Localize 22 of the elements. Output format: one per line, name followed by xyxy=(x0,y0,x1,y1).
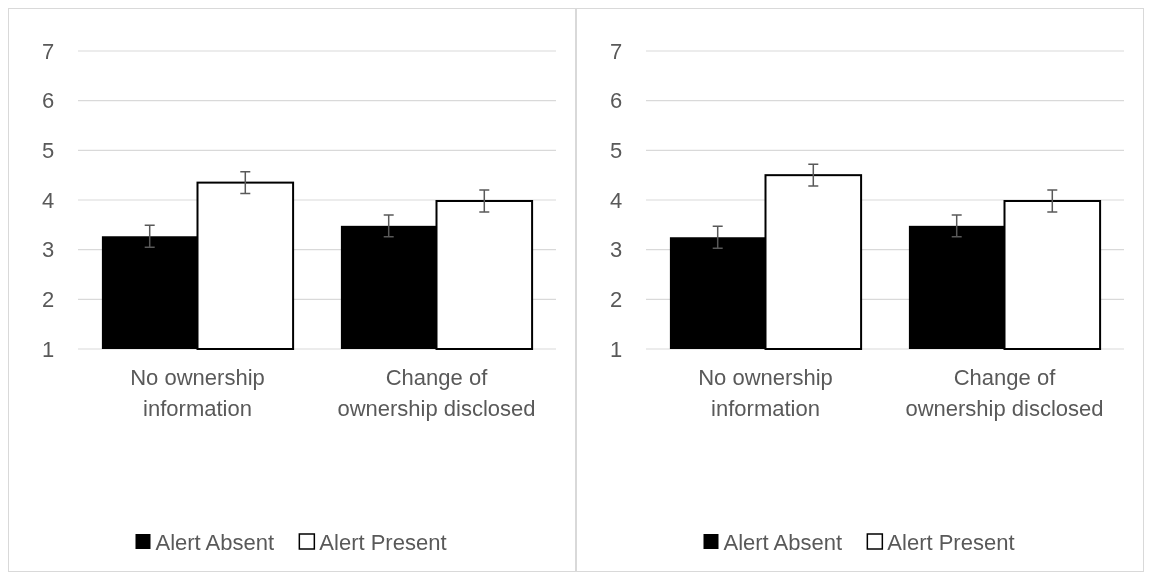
y-tick-label: 1 xyxy=(41,336,55,362)
legend-label: Alert Present xyxy=(887,529,1015,555)
y-tick-label: 4 xyxy=(41,187,55,213)
y-tick-label: 6 xyxy=(609,88,623,114)
y-tick-label: 4 xyxy=(609,187,623,213)
y-tick-label: 3 xyxy=(609,237,623,263)
y-tick-label: 7 xyxy=(609,38,623,64)
y-tick-label: 3 xyxy=(41,237,55,263)
legend-label: Alert Present xyxy=(319,529,447,555)
y-tick-label: 6 xyxy=(41,88,55,114)
y-tick-label: 5 xyxy=(41,138,55,164)
y-tick-label: 2 xyxy=(41,287,55,313)
y-tick-label: 7 xyxy=(41,38,55,64)
x-tick-label: No ownership information xyxy=(698,365,833,421)
y-tick-label: 2 xyxy=(609,287,623,313)
legend-label: Alert Absent xyxy=(155,529,275,555)
x-tick-label: Change of ownership disclosed xyxy=(905,365,1104,421)
legend-label: Alert Absent xyxy=(723,529,843,555)
x-tick-label: Change of ownership disclosed xyxy=(337,365,536,421)
y-tick-label: 1 xyxy=(609,336,623,362)
y-tick-label: 5 xyxy=(609,138,623,164)
x-tick-label: No ownership information xyxy=(130,365,265,421)
